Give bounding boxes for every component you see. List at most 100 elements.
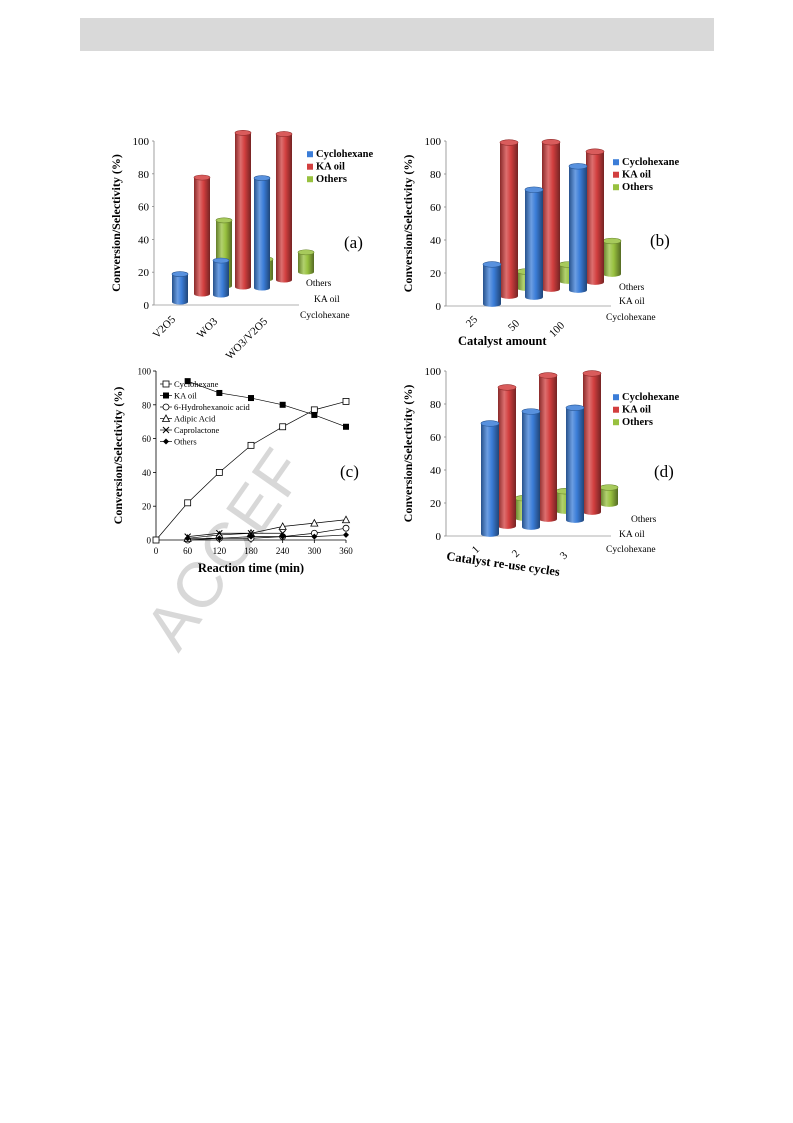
data-point-0-6 [342,398,350,405]
bar-ka_oil-2-body [276,134,292,283]
bar-ka_oil-0 [193,174,211,297]
legend-marker-1 [163,392,169,399]
y-tick-label: 40 [430,235,442,247]
bar-ka_oil-2 [582,370,602,515]
category-label: V2O5 [151,313,179,341]
legend-label-0: Cyclohexane [622,157,680,168]
depth-label: KA oil [619,297,645,307]
bar-ka_oil-1-body [235,132,251,290]
x-axis-title: Catalyst amount [458,334,547,348]
bar-ka_oil-0-body [194,177,210,297]
bar-ka_oil-0-body [498,387,516,529]
legend-label-5: Others [174,437,197,447]
legend-swatch-2 [613,184,619,191]
bar-cyclohexane-2-top [565,404,585,411]
y-tick-label: 20 [138,267,150,279]
bar-ka_oil-0-top [193,174,211,181]
x-tick-label: 300 [308,546,322,556]
bar-cyclohexane-2-top [568,163,588,170]
x-tick-label: 0 [154,546,159,556]
category-label: WO3/V2O5 [224,315,271,362]
bar-ka_oil-0-top [499,139,519,146]
y-tick-label: 60 [138,202,150,214]
legend-label-0: Cyclohexane [316,149,374,160]
depth-label: KA oil [619,530,645,540]
series-line-5 [187,534,347,539]
bar-cyclohexane-1-body [213,260,229,298]
bar-ka_oil-2 [585,148,605,285]
y-tick-label: 100 [425,366,442,378]
y-axis: 0 20 40 60 80 100 [425,366,447,543]
y-tick-label: 80 [430,169,442,181]
data-point-5-1 [216,535,223,542]
bar-ka_oil-2-body [583,373,601,515]
legend-swatch-1 [613,171,619,178]
bar-cyclohexane-0-body [172,274,188,305]
bar-cyclohexane-1-body [522,411,540,530]
x-tick-label: 120 [213,546,227,556]
bar-cyclohexane-2 [565,404,585,523]
legend-label-1: KA oil [174,391,198,401]
data-point-4-3 [279,529,287,537]
legend-label-2: Others [622,182,653,193]
legend-label-2: 6-Hydrohexanoic acid [174,402,251,412]
series-1 [184,378,349,430]
depth-label: Others [306,279,332,289]
data-point-1-5 [343,423,349,430]
bar-others-2 [602,237,622,277]
category-label: WO3 [195,315,221,341]
legend-label-2: Others [622,417,653,428]
chart-c: 0 20 40 60 80 100 0 60 120 180 240 300 360 Conversion… [108,360,398,590]
panel-label: (c) [340,462,359,481]
chart-svg-b: 0 20 40 60 80 100 Conversion/Selectivity (%) Ot… [401,136,680,348]
legend-swatch-1 [613,406,619,413]
x-axis-title: Reaction time (min) [198,561,304,575]
y-tick-label: 0 [436,301,442,313]
x-tick-label: 60 [183,546,193,556]
bar-cyclohexane-0 [480,420,500,537]
y-tick-label: 0 [144,300,150,312]
bar-others-2 [599,484,619,507]
bar-cyclohexane-0-body [483,264,501,307]
y-axis: 0 20 40 60 80 100 [425,136,447,313]
page-header-bar [80,18,714,51]
legend-label-1: KA oil [316,162,345,173]
bar-ka_oil-2 [275,131,293,283]
data-point-3-4 [310,518,319,527]
bar-cyclohexane-2-body [569,166,587,293]
bar-ka_oil-2-top [585,148,605,155]
y-tick-label: 40 [142,468,152,478]
legend-swatch-0 [613,159,619,166]
bar-ka_oil-1 [234,129,252,290]
data-point-0-2 [215,469,223,476]
chart-svg-d: 0 20 40 60 80 100 Conversion/Selectivity (%) Ot… [401,366,680,579]
y-tick-label: 60 [142,434,152,444]
bar-cyclohexane-2-top [253,175,271,181]
y-tick-label: 80 [430,399,442,411]
y-tick-label: 60 [430,202,442,214]
bar-ka_oil-1 [538,372,558,522]
legend-marker-2 [162,403,170,411]
y-tick-label: 20 [430,268,442,280]
data-point-0-0 [152,536,160,544]
y-axis-title: Conversion/Selectivity (%) [401,385,415,523]
bar-cyclohexane-0-top [482,261,502,268]
y-tick-label: 80 [142,400,152,410]
bar-ka_oil-1-body [539,375,557,522]
bar-cyclohexane-0 [171,271,189,305]
bar-ka_oil-1-body [542,142,560,292]
y-axis: 0 20 40 60 80 100 [133,136,155,312]
chart-b: 0 20 40 60 80 100 Conversion/Selectivity (%) Ot… [400,130,700,370]
bar-others-2-top [297,249,315,256]
y-axis-title: Conversion/Selectivity (%) [111,387,125,525]
y-tick-label: 100 [425,136,442,148]
legend-label-0: Cyclohexane [174,379,219,389]
legend-swatch-0 [613,394,619,401]
bar-others-2-top [602,237,622,245]
bar-cyclohexane-2-body [566,407,584,523]
y-tick-label: 20 [430,498,442,510]
